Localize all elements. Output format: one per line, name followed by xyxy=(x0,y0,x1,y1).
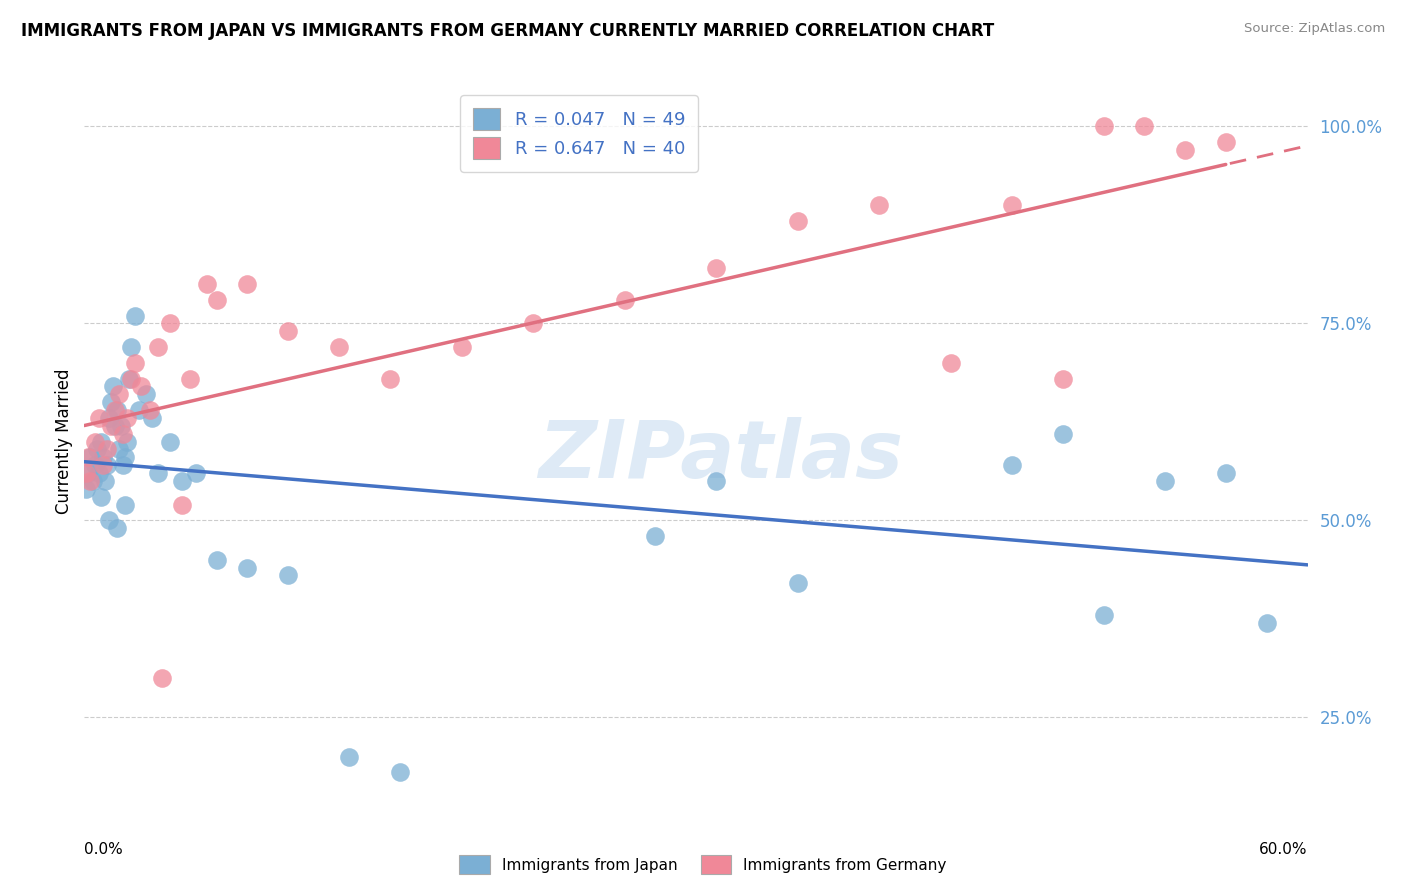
Legend: Immigrants from Japan, Immigrants from Germany: Immigrants from Japan, Immigrants from G… xyxy=(453,849,953,880)
Point xyxy=(124,356,146,370)
Point xyxy=(706,474,728,488)
Point xyxy=(96,458,118,472)
Point xyxy=(112,426,135,441)
Point xyxy=(172,474,194,488)
Text: 60.0%: 60.0% xyxy=(1260,842,1308,857)
Point xyxy=(205,552,228,566)
Point xyxy=(104,403,127,417)
Point xyxy=(277,324,299,338)
Point xyxy=(97,513,120,527)
Point xyxy=(787,214,810,228)
Point xyxy=(1092,607,1115,622)
Point xyxy=(90,490,112,504)
Point xyxy=(195,277,218,291)
Point xyxy=(104,418,127,433)
Point xyxy=(1215,466,1237,480)
Point xyxy=(91,458,114,472)
Point xyxy=(869,198,891,212)
Point xyxy=(613,293,636,307)
Point xyxy=(101,379,124,393)
Point xyxy=(1052,426,1074,441)
Point xyxy=(186,466,208,480)
Point xyxy=(83,434,105,449)
Point xyxy=(75,482,97,496)
Point xyxy=(236,277,259,291)
Point xyxy=(172,498,194,512)
Point xyxy=(939,356,962,370)
Point xyxy=(87,466,110,480)
Point xyxy=(77,450,100,465)
Point xyxy=(108,387,131,401)
Point xyxy=(159,434,181,449)
Point xyxy=(120,371,142,385)
Point xyxy=(328,340,350,354)
Point xyxy=(96,442,118,457)
Point xyxy=(105,403,128,417)
Point xyxy=(115,411,138,425)
Point xyxy=(110,418,132,433)
Text: ZIPatlas: ZIPatlas xyxy=(538,417,903,495)
Point xyxy=(389,765,412,780)
Point xyxy=(450,340,472,354)
Point xyxy=(87,411,110,425)
Point xyxy=(1001,198,1024,212)
Point xyxy=(1215,135,1237,149)
Point xyxy=(159,317,181,331)
Point xyxy=(100,395,122,409)
Point xyxy=(120,340,142,354)
Point xyxy=(114,498,136,512)
Point xyxy=(146,340,169,354)
Point xyxy=(141,411,163,425)
Point xyxy=(339,749,361,764)
Point xyxy=(131,379,153,393)
Point xyxy=(114,450,136,465)
Point xyxy=(1092,120,1115,134)
Point xyxy=(179,371,201,385)
Point xyxy=(1174,143,1197,157)
Point xyxy=(236,560,259,574)
Point xyxy=(83,458,105,472)
Point xyxy=(86,442,108,457)
Point xyxy=(118,371,141,385)
Point xyxy=(138,403,160,417)
Point xyxy=(115,434,138,449)
Point xyxy=(79,450,101,465)
Point xyxy=(146,466,169,480)
Point xyxy=(105,521,128,535)
Point xyxy=(277,568,299,582)
Point xyxy=(108,442,131,457)
Point xyxy=(1256,615,1278,630)
Point xyxy=(1133,120,1156,134)
Point xyxy=(380,371,402,385)
Point xyxy=(100,418,122,433)
Y-axis label: Currently Married: Currently Married xyxy=(55,368,73,515)
Point xyxy=(82,474,104,488)
Point xyxy=(75,466,97,480)
Point xyxy=(150,671,173,685)
Point xyxy=(124,309,146,323)
Point xyxy=(1154,474,1177,488)
Point xyxy=(1001,458,1024,472)
Point xyxy=(205,293,228,307)
Point xyxy=(522,317,544,331)
Point xyxy=(93,474,115,488)
Point xyxy=(644,529,666,543)
Legend: R = 0.047   N = 49, R = 0.647   N = 40: R = 0.047 N = 49, R = 0.647 N = 40 xyxy=(460,95,697,172)
Point xyxy=(112,458,135,472)
Point xyxy=(787,576,810,591)
Point xyxy=(128,403,150,417)
Point xyxy=(90,434,112,449)
Point xyxy=(135,387,157,401)
Text: Source: ZipAtlas.com: Source: ZipAtlas.com xyxy=(1244,22,1385,36)
Point xyxy=(79,474,101,488)
Point xyxy=(77,466,100,480)
Point xyxy=(91,450,114,465)
Point xyxy=(1052,371,1074,385)
Point xyxy=(97,411,120,425)
Text: 0.0%: 0.0% xyxy=(84,842,124,857)
Point xyxy=(706,261,728,276)
Text: IMMIGRANTS FROM JAPAN VS IMMIGRANTS FROM GERMANY CURRENTLY MARRIED CORRELATION C: IMMIGRANTS FROM JAPAN VS IMMIGRANTS FROM… xyxy=(21,22,994,40)
